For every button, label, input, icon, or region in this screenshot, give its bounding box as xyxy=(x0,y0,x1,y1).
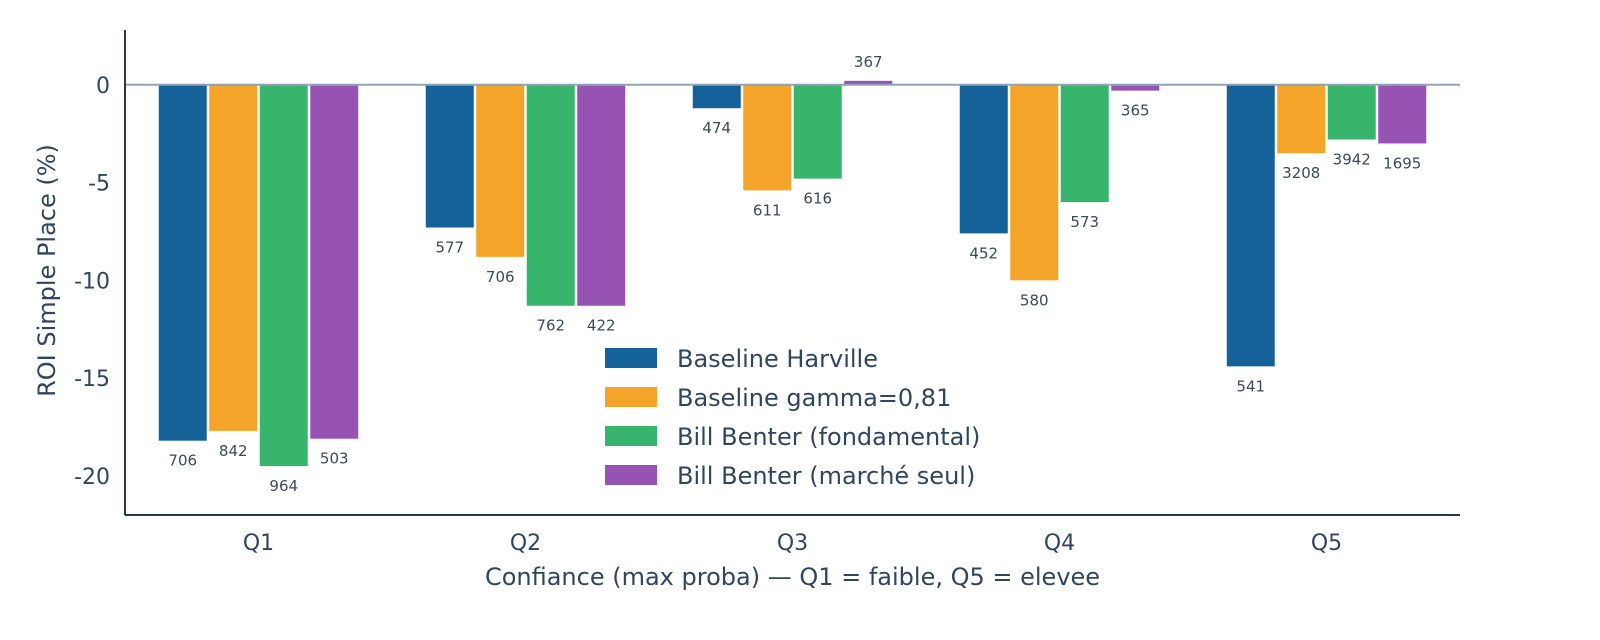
bar-q4-series-4 xyxy=(1111,84,1160,91)
bar-q2-series-4 xyxy=(577,84,626,306)
bar-data-label: 573 xyxy=(1070,213,1099,231)
bar-q1-series-4 xyxy=(310,84,359,439)
axes xyxy=(124,30,1460,516)
bar-q5-series-3 xyxy=(1327,84,1376,140)
bar-q4-series-3 xyxy=(1060,84,1109,203)
x-tick-labels: Q1 Q2 Q3 Q4 Q5 xyxy=(243,531,1342,556)
bars-layer xyxy=(158,80,1427,467)
x-tick-label-q4: Q4 xyxy=(1044,531,1075,556)
bar-data-label: 762 xyxy=(536,317,565,335)
bar-q2-series-1 xyxy=(425,84,474,228)
bar-data-label: 367 xyxy=(854,53,883,71)
legend-label: Bill Benter (marché seul) xyxy=(677,462,975,490)
bar-data-label: 3942 xyxy=(1333,151,1371,169)
bar-data-label: 1695 xyxy=(1383,154,1421,172)
y-tick-label: -10 xyxy=(74,269,110,294)
bar-data-label: 706 xyxy=(486,268,515,286)
y-tick-label: -20 xyxy=(74,465,110,490)
legend-swatch xyxy=(605,348,657,368)
bar-data-label: 611 xyxy=(753,201,782,219)
bar-q2-series-3 xyxy=(526,84,575,306)
bar-q5-series-2 xyxy=(1277,84,1326,154)
x-axis-title: Confiance (max proba) — Q1 = faible, Q5 … xyxy=(485,563,1100,591)
bar-q1-series-2 xyxy=(209,84,258,431)
legend-label: Bill Benter (fondamental) xyxy=(677,423,980,451)
bar-data-label: 422 xyxy=(587,317,616,335)
bar-data-label: 706 xyxy=(168,452,197,470)
bar-data-label: 452 xyxy=(969,244,998,262)
y-tick-label: -15 xyxy=(74,367,110,392)
x-tick-label-q3: Q3 xyxy=(777,531,808,556)
legend-label: Baseline gamma=0,81 xyxy=(677,384,951,412)
bar-q1-series-3 xyxy=(259,84,308,467)
bar-labels-layer: 706 842 964 503 577 706 762 422 474 611 616 367 452 5… xyxy=(168,53,1421,495)
legend-swatch xyxy=(605,465,657,485)
legend-swatch xyxy=(605,387,657,407)
legend-swatch xyxy=(605,426,657,446)
x-tick-label-q2: Q2 xyxy=(510,531,541,556)
bar-data-label: 842 xyxy=(219,442,248,460)
bar-q3-series-4 xyxy=(844,80,893,85)
x-tick-label-q5: Q5 xyxy=(1311,531,1342,556)
x-tick-label-q1: Q1 xyxy=(243,531,274,556)
bar-data-label: 616 xyxy=(803,190,832,208)
bar-data-label: 503 xyxy=(320,450,349,468)
bar-q5-series-1 xyxy=(1226,84,1275,367)
bar-q3-series-1 xyxy=(692,84,741,109)
bar-q3-series-3 xyxy=(793,84,842,179)
y-tick-label: -5 xyxy=(88,172,110,197)
bar-data-label: 964 xyxy=(269,477,298,495)
bar-q2-series-2 xyxy=(476,84,525,257)
bar-q3-series-2 xyxy=(743,84,792,191)
bar-data-label: 3208 xyxy=(1282,164,1320,182)
y-tick-labels: 0 -5 -10 -15 -20 xyxy=(74,74,110,490)
bar-q1-series-1 xyxy=(158,84,207,441)
bar-data-label: 580 xyxy=(1020,291,1049,309)
bar-data-label: 541 xyxy=(1236,377,1265,395)
legend-label: Baseline Harville xyxy=(677,345,878,373)
bar-q4-series-1 xyxy=(959,84,1008,234)
bar-data-label: 474 xyxy=(702,119,731,137)
bar-data-label: 577 xyxy=(435,239,464,257)
bar-q5-series-4 xyxy=(1378,84,1427,144)
bar-data-label: 365 xyxy=(1121,102,1150,120)
y-axis-title: ROI Simple Place (%) xyxy=(33,144,61,397)
bar-q4-series-2 xyxy=(1010,84,1059,281)
y-tick-label: 0 xyxy=(96,74,110,99)
legend: Baseline Harville Baseline gamma=0,81 Bill… xyxy=(605,345,980,490)
